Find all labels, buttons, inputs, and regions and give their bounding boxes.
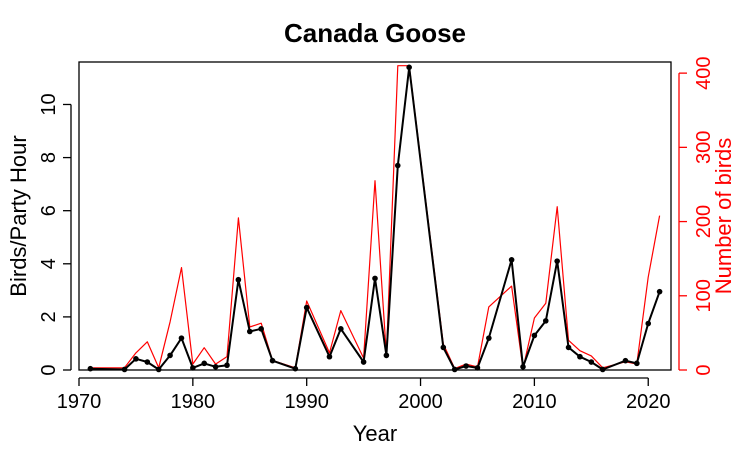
data-point (246, 328, 253, 335)
data-point (645, 320, 652, 327)
data-point (178, 335, 185, 341)
y-tick-label-right: 300 (693, 131, 715, 164)
x-axis-label: Year (353, 421, 397, 446)
data-point (133, 356, 139, 362)
data-point (144, 359, 151, 365)
x-axis: 1970 1980 1990 2000 2010 2020 (57, 377, 671, 413)
data-point (121, 366, 128, 373)
data-point (201, 360, 208, 367)
data-point (269, 357, 276, 364)
data-point (235, 276, 242, 283)
data-point (463, 363, 469, 369)
data-point (383, 352, 390, 359)
data-point (258, 326, 264, 332)
data-point (406, 64, 412, 71)
data-point (588, 359, 595, 365)
data-point (224, 362, 230, 369)
y-tick-label-left: 6 (38, 205, 60, 216)
y-tick-label-right: 400 (693, 56, 715, 89)
series-line-birds-per-party-hour (90, 66, 661, 371)
data-point (212, 364, 219, 370)
x-tick-label: 1970 (57, 391, 102, 413)
y-tick-label-left: 10 (38, 93, 60, 115)
y-axis-label-right: Number of birds (711, 138, 736, 295)
y-axis-left: 0 2 4 6 8 10 (38, 93, 72, 376)
data-point (656, 288, 663, 295)
data-point (474, 365, 481, 371)
x-tick-label: 2020 (626, 391, 671, 413)
data-point (360, 359, 367, 365)
data-point (372, 275, 378, 282)
y-tick-label-left: 8 (38, 152, 60, 163)
data-point (531, 332, 538, 339)
series-line-number-of-birds (90, 65, 661, 370)
data-point (565, 344, 572, 351)
data-point (577, 353, 583, 360)
plot-frame (78, 61, 672, 371)
y-tick-label-left: 2 (38, 311, 60, 322)
x-tick-label: 1990 (284, 391, 329, 413)
data-point (155, 366, 162, 373)
data-point (622, 357, 629, 364)
y-axis-label-left: Birds/Party Hour (6, 135, 31, 296)
data-point (542, 318, 549, 324)
data-point (508, 257, 515, 263)
data-point (486, 335, 492, 341)
data-point (451, 366, 458, 373)
y-tick-label-left: 4 (38, 258, 60, 269)
data-point (394, 162, 401, 169)
data-point (87, 365, 94, 372)
y-tick-label-right: 200 (693, 205, 715, 238)
x-tick-label: 2010 (512, 391, 557, 413)
data-point (326, 353, 333, 360)
data-point (167, 352, 173, 359)
x-tick-label: 1980 (171, 391, 216, 413)
y-tick-label-right: 100 (693, 279, 715, 312)
x-tick-label: 2000 (398, 391, 443, 413)
series-layer (87, 64, 663, 373)
data-point (599, 366, 606, 373)
chart-title: Canada Goose (284, 18, 466, 48)
y-axis-right: 0 100 200 300 400 (678, 56, 715, 376)
data-point (520, 364, 526, 370)
data-point (190, 365, 196, 371)
data-point (292, 365, 299, 372)
data-point (338, 326, 344, 332)
data-point (440, 344, 447, 351)
data-point (634, 360, 640, 367)
y-tick-label-left: 0 (38, 364, 60, 375)
y-tick-label-right: 0 (693, 364, 715, 375)
data-point (303, 304, 310, 311)
data-point (554, 258, 560, 264)
